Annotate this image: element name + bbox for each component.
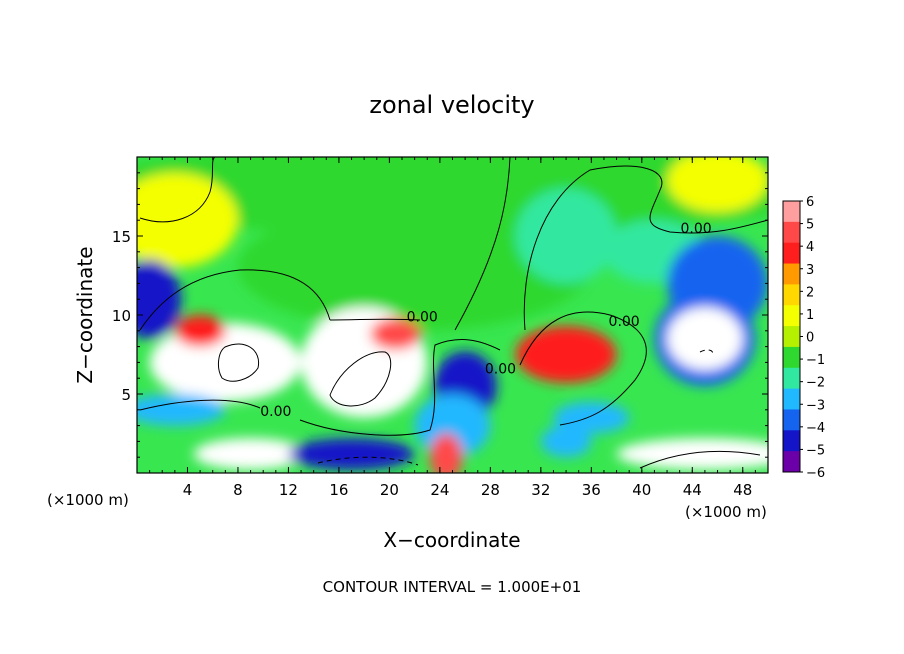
contour-line <box>639 450 761 469</box>
x-tick-label: 32 <box>531 481 550 499</box>
colorbar-swatch <box>783 284 800 306</box>
velocity-patch <box>137 259 182 339</box>
x-unit-right: (×1000 m) <box>685 503 767 521</box>
velocity-patch <box>667 307 743 371</box>
colorbar-swatch <box>783 430 800 452</box>
contour-line <box>519 311 647 426</box>
x-tick-label: 40 <box>632 481 651 499</box>
x-tick-label: 48 <box>733 481 752 499</box>
x-axis-label: X−coordinate <box>383 528 520 552</box>
contour-label: 0.00 <box>260 404 291 420</box>
colorbar-label: −1 <box>806 353 825 368</box>
x-tick-label: 28 <box>481 481 500 499</box>
velocity-patch <box>667 157 768 213</box>
velocity-field <box>137 157 768 473</box>
colorbar-swatch <box>783 451 800 473</box>
contour-line <box>139 399 261 411</box>
colorbar: 6 5 4 3 2 1 0 −1 −2 −3 −4 −5 −6 <box>782 195 825 481</box>
velocity-patch <box>137 172 238 268</box>
colorbar-label: 4 <box>806 240 814 255</box>
velocity-patch <box>515 326 617 383</box>
x-tick-label: 24 <box>430 481 449 499</box>
velocity-patch <box>553 401 630 434</box>
contour-line <box>317 456 419 466</box>
contour-line <box>523 165 768 331</box>
colorbar-swatch <box>783 221 800 244</box>
colorbar-swatch <box>783 367 800 390</box>
colorbar-label: −4 <box>806 421 825 436</box>
contour-interval-note: CONTOUR INTERVAL = 1.000E+01 <box>323 578 582 596</box>
colorbar-swatch <box>783 409 800 431</box>
colorbar-label: −6 <box>806 466 825 481</box>
velocity-patch <box>149 322 302 402</box>
colorbar-label: −5 <box>806 443 825 458</box>
x-tick-label: 20 <box>380 481 399 499</box>
contour-label: 0.00 <box>680 221 711 237</box>
colorbar-label: 2 <box>806 285 814 300</box>
x-tick-label: 44 <box>683 481 702 499</box>
velocity-patch <box>515 188 617 284</box>
x-unit-left: (×1000 m) <box>47 491 129 509</box>
plot-area: 0.00 0.00 0.00 0.00 0.00 <box>137 157 768 473</box>
colorbar-label: 6 <box>806 195 814 210</box>
x-tick-label: 8 <box>233 481 243 499</box>
velocity-patch <box>370 318 421 350</box>
velocity-patch <box>137 394 226 426</box>
contour-lines <box>139 157 768 469</box>
y-tick-label: 5 <box>121 386 131 404</box>
colorbar-label: 3 <box>806 263 814 278</box>
colorbar-swatch <box>783 201 800 223</box>
velocity-patch <box>174 315 226 347</box>
y-axis-label: Z−coordinate <box>73 246 97 383</box>
contour-labels: 0.00 0.00 0.00 0.00 0.00 <box>260 221 711 420</box>
x-axis-ticks: 4 8 12 16 20 24 28 32 36 40 44 48 <box>149 157 756 499</box>
colorbar-label: 1 <box>806 308 814 323</box>
colorbar-label: −3 <box>806 398 825 413</box>
x-tick-label: 36 <box>582 481 601 499</box>
contour-label: 0.00 <box>407 309 438 325</box>
velocity-patch <box>193 438 308 470</box>
velocity-patch <box>429 433 463 473</box>
x-tick-label: 4 <box>183 481 193 499</box>
contour-line <box>329 318 421 321</box>
velocity-patch <box>237 204 592 331</box>
colorbar-label: 0 <box>806 331 814 346</box>
velocity-patch <box>414 394 491 458</box>
y-tick-label: 10 <box>112 307 131 325</box>
colorbar-swatch <box>783 305 800 327</box>
colorbar-swatch <box>783 388 800 410</box>
contour-line <box>139 269 331 331</box>
colorbar-swatch <box>783 242 800 265</box>
contour-line <box>139 157 216 223</box>
contour-label: 0.00 <box>609 314 640 330</box>
contour-line <box>299 339 501 436</box>
chart-title: zonal velocity <box>369 91 534 119</box>
x-tick-label: 16 <box>329 481 348 499</box>
contour-line <box>329 351 392 407</box>
contour-label: 0.00 <box>485 361 516 377</box>
velocity-patch <box>540 425 592 458</box>
colorbar-swatch <box>783 326 800 348</box>
contour-line <box>699 349 714 357</box>
colorbar-label: −2 <box>806 376 825 391</box>
colorbar-swatch <box>783 346 800 369</box>
velocity-patch <box>288 438 415 470</box>
contour-line <box>454 157 511 331</box>
y-tick-label: 15 <box>112 228 131 246</box>
velocity-patch <box>616 438 768 470</box>
x-tick-label: 12 <box>279 481 298 499</box>
y-axis-ticks: 5 10 15 <box>112 172 768 458</box>
colorbar-label: 5 <box>806 218 814 233</box>
contour-line <box>217 343 260 382</box>
colorbar-swatch <box>783 263 800 285</box>
